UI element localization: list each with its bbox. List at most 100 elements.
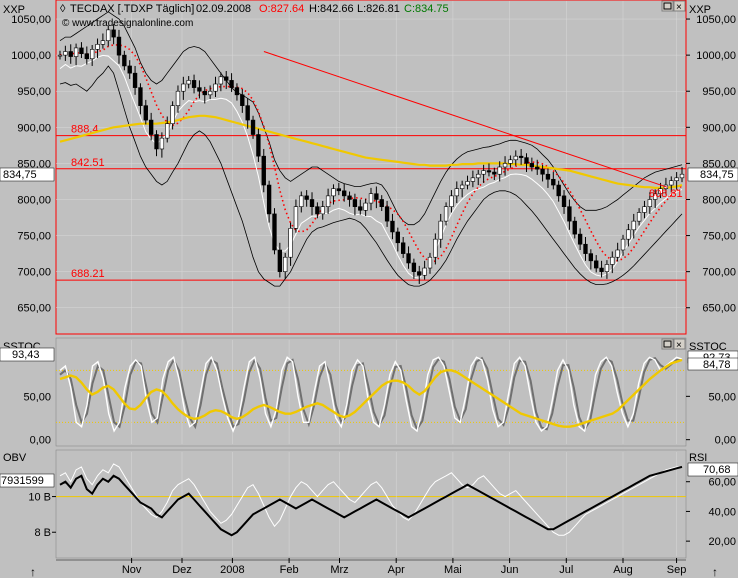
rsi-label: RSI bbox=[689, 452, 707, 464]
x-tick-label: Apr bbox=[388, 564, 405, 576]
obv-axis: 20,00 40,00 60,00 10 B 8 B bbox=[28, 477, 736, 548]
candle-body bbox=[293, 206, 299, 229]
candle-body bbox=[325, 195, 331, 207]
candle-body bbox=[342, 190, 347, 197]
candle-body bbox=[320, 206, 325, 215]
x-axis: Nov Dez 2008 Feb Mrz Apr Mai Jun Jul Aug Sep bbox=[56, 558, 686, 576]
rsi-tick-right: 40,00 bbox=[708, 506, 736, 518]
price-tick-left: 1050,00 bbox=[11, 14, 51, 26]
candle-body bbox=[148, 119, 154, 135]
stoch-panel-controls[interactable]: × bbox=[661, 338, 686, 351]
support-resistance-label: 888.4 bbox=[71, 124, 99, 136]
stoch-axis: 0,00 0,00 50,00 50,00 bbox=[23, 391, 736, 446]
stoch-tick-right: 0,00 bbox=[715, 435, 736, 447]
candle-body bbox=[395, 231, 400, 244]
price-tick-right: 1000,00 bbox=[696, 50, 736, 62]
stoch-value-right-2: 84,78 bbox=[703, 359, 731, 371]
candle-body bbox=[572, 220, 577, 235]
price-tick-right: 950,00 bbox=[702, 86, 736, 98]
candle-body bbox=[669, 180, 674, 186]
price-tick-left: 1000,00 bbox=[11, 50, 51, 62]
candle-body bbox=[154, 134, 159, 150]
price-panel-controls[interactable]: × bbox=[661, 0, 686, 13]
price-panel[interactable]: ◊ TECDAX [.TDXP Täglich] 02.09.2008 O:82… bbox=[0, 0, 738, 335]
candle-body bbox=[417, 271, 422, 276]
stoch-grid bbox=[56, 340, 686, 444]
candle-body bbox=[674, 177, 679, 182]
candle-body bbox=[127, 65, 132, 74]
candle-body bbox=[224, 76, 229, 81]
candle-body bbox=[197, 87, 202, 92]
rsi-tick-right: 60,00 bbox=[708, 477, 736, 489]
bollinger-upper-line bbox=[59, 11, 683, 226]
stoch-signal-line bbox=[59, 358, 683, 428]
candle-body bbox=[138, 87, 143, 106]
left-symbol-label: XXP bbox=[3, 4, 25, 16]
bollinger-lower-line bbox=[59, 65, 683, 287]
candle-body bbox=[100, 40, 106, 45]
candle-body bbox=[454, 188, 459, 197]
candle-body bbox=[234, 87, 240, 96]
candle-body bbox=[647, 199, 653, 207]
x-tick-label: Mrz bbox=[330, 564, 348, 576]
candle-body bbox=[256, 134, 261, 157]
candle-body bbox=[218, 76, 224, 85]
price-tick-right: 850,00 bbox=[702, 158, 736, 170]
obv-badge-left bbox=[0, 473, 55, 488]
candle-body bbox=[476, 173, 481, 179]
candle-body bbox=[422, 267, 427, 276]
candle-body bbox=[577, 233, 583, 245]
candle-body bbox=[567, 206, 572, 222]
candle-body bbox=[599, 267, 604, 272]
candle-body bbox=[315, 206, 320, 215]
obv-tick-left: 8 B bbox=[34, 527, 51, 539]
stoch-close-button[interactable] bbox=[673, 338, 686, 350]
candle-body bbox=[170, 105, 175, 124]
obv-value-left: 7931599 bbox=[1, 475, 44, 487]
x-tick-label: Nov bbox=[122, 564, 142, 576]
scroll-left-arrow[interactable]: ↑ bbox=[30, 565, 36, 578]
x-tick-label: Dez bbox=[172, 564, 192, 576]
candle-body bbox=[658, 188, 663, 195]
price-axis-left: 650,00 700,00 750,00 800,00 850,00 900,00 950,… bbox=[11, 14, 51, 315]
maximize-panel-button[interactable] bbox=[661, 0, 674, 12]
last-value-badge-right bbox=[687, 167, 738, 182]
candle-body bbox=[57, 54, 63, 57]
candle-body bbox=[631, 220, 636, 231]
header-date: 02.09.2008 bbox=[196, 3, 251, 15]
price-tick-right: 900,00 bbox=[702, 122, 736, 134]
candle-body bbox=[159, 137, 165, 150]
stoch-maximize-button[interactable] bbox=[661, 338, 674, 350]
x-tick-label: Aug bbox=[613, 564, 633, 576]
stoch-tick-right: 50,00 bbox=[708, 391, 736, 403]
candle-body bbox=[368, 193, 374, 204]
price-tick-right: 800,00 bbox=[702, 194, 736, 206]
candle-body bbox=[213, 83, 218, 92]
candle-body bbox=[604, 264, 610, 272]
candle-body bbox=[304, 195, 309, 200]
resistance-trendline bbox=[263, 51, 668, 188]
white-envelope-line bbox=[59, 54, 683, 279]
price-tick-left: 700,00 bbox=[17, 267, 51, 279]
candle-body bbox=[202, 90, 207, 96]
candle-body bbox=[122, 54, 127, 67]
stoch-plot bbox=[59, 356, 683, 433]
scroll-right-arrow[interactable]: ↑ bbox=[712, 565, 718, 578]
stoch-maximize-icon bbox=[663, 340, 672, 348]
candle-body bbox=[486, 170, 492, 173]
close-panel-button[interactable] bbox=[673, 0, 686, 12]
candle-body bbox=[518, 155, 524, 158]
trendline-end-label: 808.81 bbox=[649, 188, 683, 200]
candle-body bbox=[240, 94, 245, 106]
price-tick-left: 900,00 bbox=[17, 122, 51, 134]
obv-rsi-panel[interactable]: 20,00 40,00 60,00 10 B 8 B OBV RSI 7931599 7… bbox=[0, 449, 738, 559]
candle-body bbox=[556, 184, 561, 197]
candle-body bbox=[492, 171, 497, 175]
candle-body bbox=[250, 119, 256, 135]
obv-line bbox=[59, 465, 683, 537]
candle-body bbox=[89, 49, 95, 60]
header-high: H:842.66 bbox=[309, 3, 354, 15]
support-resistance-label: 842.51 bbox=[71, 157, 105, 169]
